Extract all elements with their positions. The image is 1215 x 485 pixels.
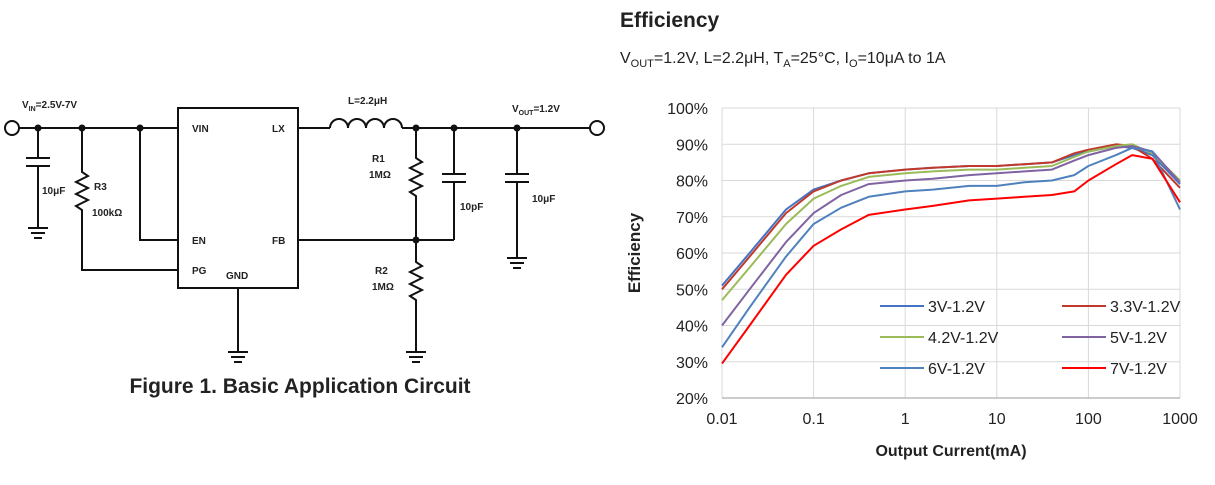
pin: VIN bbox=[192, 124, 209, 135]
x-tick-label: 1000 bbox=[1162, 411, 1198, 428]
label: L=2.2μH bbox=[348, 96, 387, 107]
subtitle-part: =25°C, I bbox=[791, 50, 849, 67]
capacitor bbox=[442, 128, 466, 240]
chart-title: Efficiency bbox=[620, 9, 720, 32]
capacitor bbox=[26, 128, 50, 239]
pin: GND bbox=[226, 271, 248, 282]
series-line bbox=[721, 143, 1181, 301]
pin: EN bbox=[192, 236, 206, 247]
legend-label: 6V-1.2V bbox=[928, 361, 985, 378]
y-tick-label: 30% bbox=[676, 355, 708, 372]
label: 100kΩ bbox=[92, 208, 122, 219]
legend-label: 4.2V-1.2V bbox=[928, 330, 999, 347]
resistor bbox=[73, 128, 178, 271]
x-axis-title: Output Current(mA) bbox=[875, 443, 1026, 460]
x-tick-label: 10 bbox=[988, 411, 1006, 428]
label: R3 bbox=[94, 182, 107, 193]
caption: Figure 1. Basic Application Circuit bbox=[129, 375, 470, 398]
x-tick-label: 0.01 bbox=[706, 411, 737, 428]
y-tick-label: 50% bbox=[676, 282, 708, 299]
label: 1MΩ bbox=[369, 170, 391, 181]
series-line bbox=[721, 154, 1181, 365]
x-tick-label: 100 bbox=[1075, 411, 1102, 428]
legend-label: 3V-1.2V bbox=[928, 299, 985, 316]
subtitle-part: =1.2V, L=2.2μH, T bbox=[654, 50, 784, 67]
pin: FB bbox=[272, 236, 285, 247]
y-tick-label: 80% bbox=[676, 174, 708, 191]
x-tick-label: 1 bbox=[901, 411, 910, 428]
chart-subtitle: VOUT=1.2V, L=2.2μH, TA=25°C, IO=10μA to … bbox=[620, 50, 946, 70]
ground bbox=[228, 288, 248, 363]
y-tick-label: 90% bbox=[676, 137, 708, 154]
subtitle-part: A bbox=[783, 58, 791, 70]
y-tick-label: 100% bbox=[667, 101, 708, 118]
label: 10μF bbox=[532, 194, 555, 205]
subtitle-part: OUT bbox=[631, 58, 655, 70]
legend-label: 7V-1.2V bbox=[1110, 361, 1167, 378]
legend-label: 5V-1.2V bbox=[1110, 330, 1167, 347]
y-axis-title: Efficiency bbox=[625, 212, 644, 293]
label: 1MΩ bbox=[372, 282, 394, 293]
pin: LX bbox=[272, 124, 285, 135]
inductor bbox=[329, 118, 403, 129]
subtitle-part: O bbox=[849, 58, 858, 70]
wire bbox=[139, 128, 178, 241]
capacitor bbox=[505, 128, 529, 269]
series-line bbox=[721, 146, 1181, 348]
resistor bbox=[407, 128, 425, 240]
series-line bbox=[721, 143, 1181, 290]
vout-label: VOUT=1.2V bbox=[512, 104, 560, 117]
subtitle-part: =10μA to 1A bbox=[858, 50, 946, 67]
circuit: VIN=2.5V-7V VOUT=1.2V L=2.2μH 10μF R3 10… bbox=[4, 96, 605, 363]
y-tick-label: 40% bbox=[676, 319, 708, 336]
terminal bbox=[4, 120, 20, 136]
y-tick-label: 20% bbox=[676, 391, 708, 408]
label: 10pF bbox=[460, 202, 483, 213]
legend-label: 3.3V-1.2V bbox=[1110, 299, 1181, 316]
subtitle-part: V bbox=[620, 50, 631, 67]
y-tick-label: 70% bbox=[676, 210, 708, 227]
x-tick-label: 0.1 bbox=[802, 411, 824, 428]
y-tick-label: 60% bbox=[676, 246, 708, 263]
pin: PG bbox=[192, 266, 207, 277]
label: R2 bbox=[375, 266, 388, 277]
vin-label: VIN=2.5V-7V bbox=[22, 100, 77, 113]
terminal bbox=[589, 120, 605, 136]
ic bbox=[177, 107, 299, 289]
label: R1 bbox=[372, 154, 385, 165]
label: 10μF bbox=[42, 186, 65, 197]
resistor bbox=[406, 240, 426, 363]
series-line bbox=[721, 145, 1181, 327]
